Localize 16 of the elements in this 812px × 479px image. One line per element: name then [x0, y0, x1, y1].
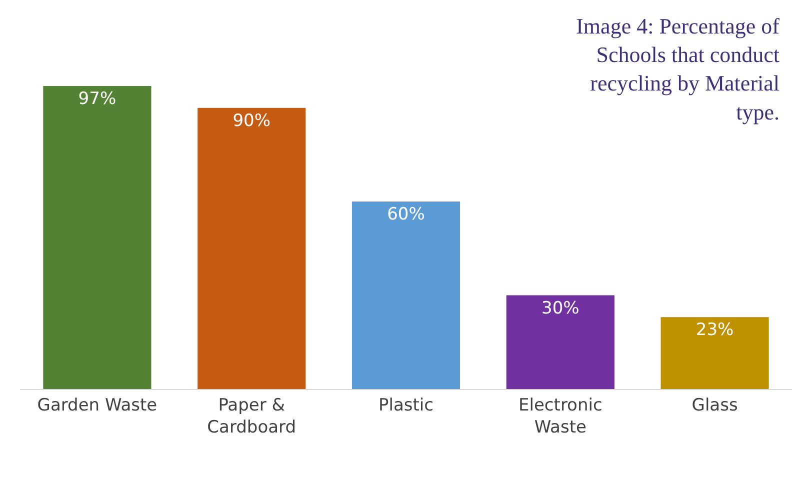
- x-tick-label: Garden Waste: [37, 395, 158, 416]
- bar: [43, 86, 152, 389]
- data-label: 90%: [232, 110, 270, 131]
- data-label: 30%: [542, 298, 580, 318]
- bar: [660, 317, 769, 389]
- x-tick-label: Glass: [692, 395, 738, 416]
- data-label: 60%: [387, 204, 425, 225]
- data-label: 23%: [696, 320, 734, 340]
- x-tick-label: Paper & Cardboard: [207, 395, 296, 438]
- bar: [198, 108, 306, 389]
- x-tick-label: Electronic Waste: [518, 395, 602, 438]
- data-label: 97%: [78, 88, 116, 109]
- bar: [506, 295, 614, 389]
- chart-title: Image 4: Percentage of Schools that conduct recycling by Material type.: [576, 14, 780, 124]
- bar: [352, 202, 460, 389]
- x-tick-label: Plastic: [378, 395, 434, 416]
